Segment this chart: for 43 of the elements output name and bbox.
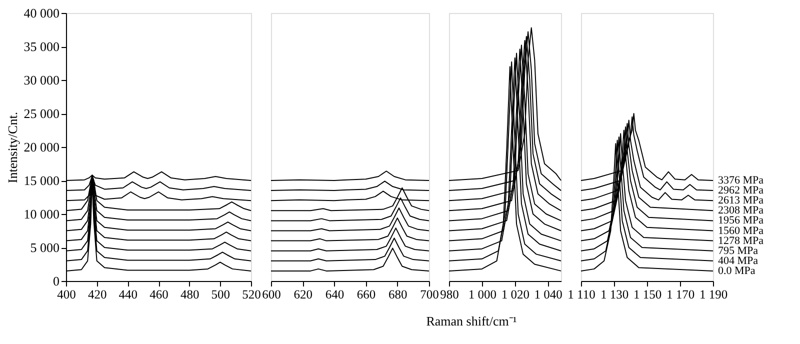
series-label: 1278 MPa bbox=[718, 234, 764, 247]
x-tick-label: 1 000 bbox=[468, 288, 497, 302]
y-tick-label: 30 000 bbox=[24, 72, 60, 88]
x-tick-label: 1 130 bbox=[600, 288, 629, 302]
x-tick-label: 600 bbox=[262, 288, 281, 302]
y-tick-label: 5 000 bbox=[30, 240, 60, 255]
series-label: 795 MPa bbox=[718, 244, 758, 257]
y-axis-title: Intensity/Cnt. bbox=[4, 112, 20, 184]
x-tick-label: 680 bbox=[388, 288, 408, 302]
series-label: 2613 MPa bbox=[718, 194, 764, 207]
x-tick-label: 1 150 bbox=[633, 288, 662, 302]
series-label: 404 MPa bbox=[718, 254, 758, 267]
x-tick-label: 1 110 bbox=[568, 288, 596, 302]
x-tick-label: 700 bbox=[420, 288, 439, 302]
x-tick-label: 1 170 bbox=[666, 288, 695, 302]
series-label: 1560 MPa bbox=[718, 224, 764, 237]
y-tick-label: 0 bbox=[53, 274, 60, 288]
y-tick-label: 35 000 bbox=[24, 39, 60, 54]
series-label: 0.0 MPa bbox=[718, 264, 756, 277]
x-tick-label: 1 040 bbox=[534, 288, 562, 302]
x-axis-title: Raman shift/cm⁻¹ bbox=[426, 314, 517, 328]
x-tick-label: 400 bbox=[57, 288, 76, 302]
x-tick-label: 520 bbox=[242, 288, 261, 302]
x-tick-label: 420 bbox=[88, 288, 107, 302]
x-tick-label: 980 bbox=[440, 288, 459, 302]
x-tick-label: 640 bbox=[325, 288, 344, 302]
y-tick-label: 25 000 bbox=[24, 106, 60, 121]
series-label: 2308 MPa bbox=[718, 204, 764, 217]
series-label: 1956 MPa bbox=[718, 214, 764, 227]
x-tick-label: 660 bbox=[356, 288, 376, 302]
y-tick-label: 40 000 bbox=[24, 6, 60, 20]
x-tick-label: 440 bbox=[118, 288, 138, 302]
x-tick-label: 460 bbox=[150, 288, 168, 302]
x-tick-label: 500 bbox=[211, 288, 230, 302]
y-tick-label: 20 000 bbox=[24, 140, 60, 154]
x-tick-label: 480 bbox=[180, 288, 200, 302]
series-label: 2962 MPa bbox=[718, 184, 764, 197]
y-tick-label: 10 000 bbox=[24, 206, 60, 222]
x-tick-label: 1 190 bbox=[699, 288, 728, 302]
x-tick-label: 1 020 bbox=[501, 288, 530, 302]
y-tick-label: 15 000 bbox=[24, 173, 60, 188]
series-label: 3376 MPa bbox=[718, 174, 764, 186]
x-tick-label: 620 bbox=[294, 288, 312, 302]
